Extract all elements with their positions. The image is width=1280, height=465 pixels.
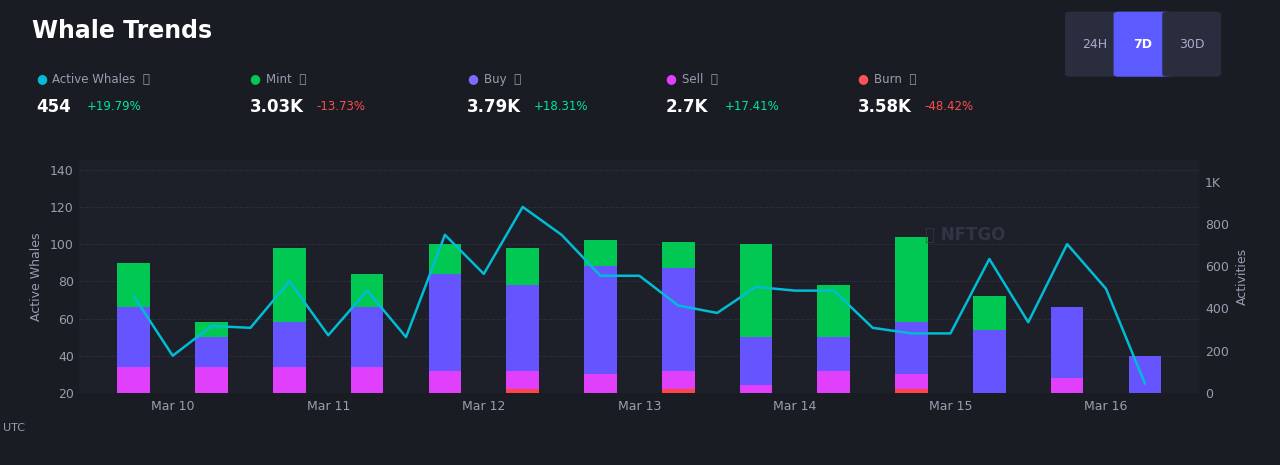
Text: +17.41%: +17.41% bbox=[724, 100, 780, 113]
Bar bbox=[584, 393, 617, 430]
Text: Mint  ⓘ: Mint ⓘ bbox=[266, 73, 306, 86]
Bar bbox=[196, 322, 228, 337]
Bar bbox=[662, 371, 695, 389]
Bar bbox=[429, 393, 461, 430]
Text: +19.79%: +19.79% bbox=[87, 100, 142, 113]
Bar bbox=[1051, 307, 1083, 378]
Bar bbox=[740, 385, 772, 419]
Text: ●: ● bbox=[36, 73, 46, 86]
Bar bbox=[584, 374, 617, 393]
Text: ●: ● bbox=[250, 73, 260, 86]
Bar bbox=[740, 419, 772, 430]
Bar bbox=[118, 393, 150, 430]
Bar bbox=[818, 285, 850, 337]
Text: 7D: 7D bbox=[1134, 38, 1152, 51]
Text: ⧆ NFTGO: ⧆ NFTGO bbox=[925, 226, 1005, 244]
Bar bbox=[507, 285, 539, 371]
Text: ●: ● bbox=[467, 73, 477, 86]
Text: 454: 454 bbox=[36, 98, 70, 116]
Bar bbox=[273, 367, 306, 393]
Bar bbox=[1129, 356, 1161, 415]
Text: -48.42%: -48.42% bbox=[924, 100, 973, 113]
Bar bbox=[118, 307, 150, 367]
Bar bbox=[118, 263, 150, 307]
Text: Whale Trends: Whale Trends bbox=[32, 19, 212, 43]
Bar bbox=[429, 371, 461, 393]
Y-axis label: Activities: Activities bbox=[1236, 248, 1249, 305]
Bar bbox=[429, 244, 461, 274]
Text: Buy  ⓘ: Buy ⓘ bbox=[484, 73, 521, 86]
Text: ●: ● bbox=[858, 73, 868, 86]
Bar bbox=[429, 274, 461, 371]
Text: Active Whales  ⓘ: Active Whales ⓘ bbox=[52, 73, 150, 86]
Bar bbox=[507, 389, 539, 430]
Bar bbox=[973, 404, 1006, 423]
Bar bbox=[584, 266, 617, 374]
Bar bbox=[973, 296, 1006, 330]
Text: 3.79K: 3.79K bbox=[467, 98, 521, 116]
Text: Sell  ⓘ: Sell ⓘ bbox=[682, 73, 718, 86]
Bar bbox=[351, 393, 384, 430]
Bar bbox=[818, 337, 850, 371]
Bar bbox=[351, 367, 384, 393]
Bar bbox=[1129, 415, 1161, 423]
Text: 2.7K: 2.7K bbox=[666, 98, 708, 116]
Bar bbox=[1129, 423, 1161, 430]
Bar bbox=[662, 389, 695, 430]
Bar bbox=[273, 248, 306, 322]
Bar bbox=[1051, 393, 1083, 430]
Bar bbox=[662, 268, 695, 371]
Bar bbox=[818, 371, 850, 393]
Y-axis label: Active Whales: Active Whales bbox=[29, 232, 44, 321]
Bar bbox=[507, 248, 539, 285]
Bar bbox=[196, 337, 228, 367]
Bar bbox=[273, 393, 306, 430]
Bar bbox=[584, 240, 617, 266]
Bar bbox=[895, 322, 928, 374]
Bar bbox=[895, 237, 928, 322]
Bar bbox=[1051, 378, 1083, 393]
Bar bbox=[118, 367, 150, 393]
Text: -13.73%: -13.73% bbox=[316, 100, 365, 113]
Bar bbox=[973, 423, 1006, 430]
Bar bbox=[740, 337, 772, 385]
Text: Burn  ⓘ: Burn ⓘ bbox=[874, 73, 916, 86]
Text: 3.03K: 3.03K bbox=[250, 98, 303, 116]
Text: 30D: 30D bbox=[1179, 38, 1204, 51]
Bar bbox=[895, 389, 928, 430]
Text: +18.31%: +18.31% bbox=[534, 100, 589, 113]
Bar bbox=[507, 371, 539, 389]
Bar bbox=[740, 244, 772, 337]
Bar bbox=[196, 367, 228, 393]
Bar bbox=[818, 393, 850, 430]
Text: 3.58K: 3.58K bbox=[858, 98, 911, 116]
Text: UTC: UTC bbox=[3, 423, 26, 433]
Text: 24H: 24H bbox=[1082, 38, 1107, 51]
Bar bbox=[196, 393, 228, 430]
Bar bbox=[973, 330, 1006, 404]
Bar bbox=[351, 307, 384, 367]
Text: ●: ● bbox=[666, 73, 676, 86]
Bar bbox=[273, 322, 306, 367]
Bar bbox=[662, 242, 695, 268]
Bar bbox=[895, 374, 928, 389]
Bar bbox=[351, 274, 384, 307]
